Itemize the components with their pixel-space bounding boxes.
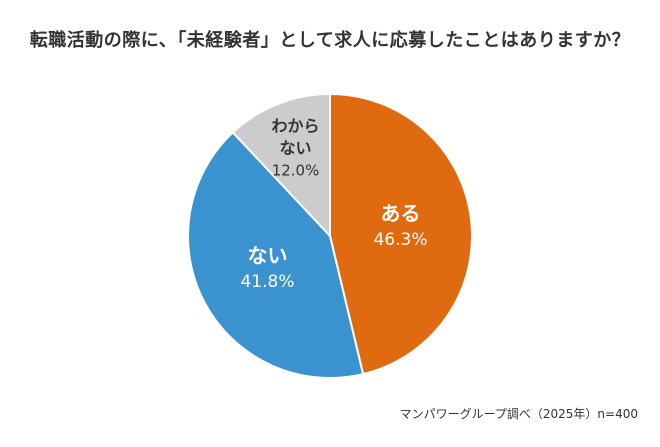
slice-category-label-2: ない xyxy=(280,138,312,157)
chart-title: 転職活動の際に、「未経験者」として求人に応募したことはありますか？ xyxy=(29,30,631,51)
slice-value-label-0: 46.3% xyxy=(374,230,428,250)
pie-slice-1 xyxy=(187,130,365,379)
pie-slice-0 xyxy=(329,92,473,376)
pie-slices xyxy=(187,92,473,379)
slice-value-label-1: 41.8% xyxy=(240,272,294,292)
slice-category-label-2: わから xyxy=(272,116,320,135)
source-note: マンパワーグループ調べ（2025年）n=400 xyxy=(399,407,638,421)
pie-slice-2 xyxy=(231,92,331,239)
slice-category-label-0: ある xyxy=(381,202,421,226)
slice-value-label-2: 12.0% xyxy=(272,161,320,179)
slice-category-label-1: ない xyxy=(247,244,287,268)
